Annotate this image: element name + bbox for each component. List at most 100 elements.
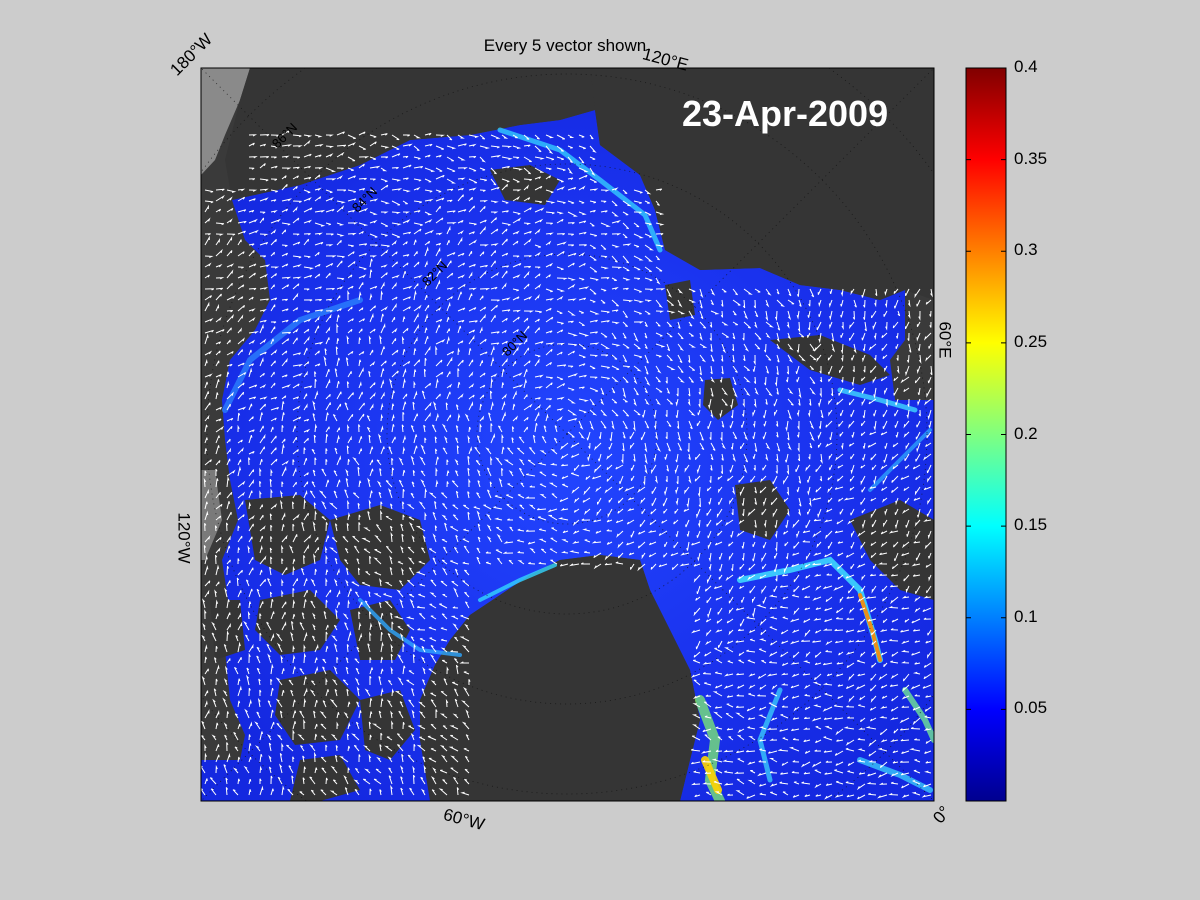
drift-vector xyxy=(849,607,855,614)
drift-vector xyxy=(560,453,569,460)
drift-vector xyxy=(881,497,888,503)
drift-vector xyxy=(358,253,367,257)
drift-vector xyxy=(292,416,302,422)
drift-vector xyxy=(545,252,553,257)
drift-vector xyxy=(780,683,789,686)
drift-vector xyxy=(598,453,602,462)
drift-vector xyxy=(390,784,393,796)
drift-vector xyxy=(347,198,357,202)
drift-vector xyxy=(345,357,349,367)
drift-vector xyxy=(325,196,334,202)
drift-vector xyxy=(313,434,317,444)
drift-vector xyxy=(714,791,723,796)
drift-vector xyxy=(578,145,586,150)
drift-vector xyxy=(501,400,506,411)
drift-vector xyxy=(639,519,646,527)
drift-vector xyxy=(686,541,690,551)
drift-vector xyxy=(834,628,844,632)
drift-vector xyxy=(435,467,438,477)
drift-vector xyxy=(538,538,547,543)
drift-vector xyxy=(791,629,800,634)
drift-vector xyxy=(765,310,769,322)
drift-vector xyxy=(846,662,855,669)
drift-vector xyxy=(292,459,295,465)
drift-vector xyxy=(925,354,932,362)
drift-vector xyxy=(314,723,318,730)
drift-vector xyxy=(468,134,480,138)
drift-vector xyxy=(501,357,508,367)
drift-vector xyxy=(336,308,342,312)
drift-vector xyxy=(494,517,503,521)
drift-vector xyxy=(412,654,416,664)
drift-vector xyxy=(303,219,313,224)
drift-vector xyxy=(732,332,736,340)
drift-vector xyxy=(846,596,855,599)
drift-vector xyxy=(336,255,345,259)
drift-vector xyxy=(391,413,395,422)
drift-vector xyxy=(837,574,844,580)
drift-vector xyxy=(281,742,284,752)
drift-vector xyxy=(653,409,657,420)
drift-vector xyxy=(347,261,356,268)
drift-vector xyxy=(413,380,416,389)
drift-vector xyxy=(467,491,470,499)
drift-vector xyxy=(595,530,602,534)
drift-vector xyxy=(578,297,587,301)
drift-vector xyxy=(578,231,587,235)
drift-vector xyxy=(877,794,888,799)
drift-vector xyxy=(237,535,243,543)
drift-vector xyxy=(915,431,921,440)
drift-vector xyxy=(627,508,635,512)
drift-vector xyxy=(930,288,933,298)
drift-vector xyxy=(226,269,234,279)
drift-vector xyxy=(567,187,577,191)
drift-vector xyxy=(787,299,795,305)
drift-vector xyxy=(827,398,833,406)
drift-vector xyxy=(809,376,816,385)
drift-vector xyxy=(776,288,780,295)
drift-vector xyxy=(457,167,468,170)
drift-vector xyxy=(248,272,256,279)
drift-vector xyxy=(356,558,360,565)
drift-vector xyxy=(501,411,506,422)
drift-vector xyxy=(884,288,888,296)
drift-vector xyxy=(890,781,899,785)
drift-vector xyxy=(201,788,206,796)
drift-vector xyxy=(453,587,459,598)
drift-vector xyxy=(655,475,658,484)
drift-vector xyxy=(644,453,648,465)
drift-vector xyxy=(292,666,296,675)
drift-vector xyxy=(818,420,822,429)
drift-vector xyxy=(606,529,613,532)
drift-vector xyxy=(882,618,888,624)
drift-vector xyxy=(312,469,316,477)
drift-vector xyxy=(589,145,597,153)
drift-vector xyxy=(764,343,767,353)
drift-vector xyxy=(534,423,538,433)
drift-vector xyxy=(451,480,459,488)
drift-vector xyxy=(270,663,274,675)
drift-vector xyxy=(402,348,406,356)
drift-vector xyxy=(292,425,296,433)
drift-vector xyxy=(849,321,855,330)
drift-vector xyxy=(924,541,932,550)
drift-vector xyxy=(881,486,888,492)
drift-vector xyxy=(325,167,337,173)
drift-vector xyxy=(270,536,273,543)
drift-vector xyxy=(913,769,921,774)
drift-vector xyxy=(276,642,283,653)
drift-vector xyxy=(440,754,448,763)
drift-vector xyxy=(644,200,650,204)
drift-vector xyxy=(311,481,316,488)
drift-vector xyxy=(622,387,627,399)
drift-vector xyxy=(438,788,448,796)
drift-vector xyxy=(926,431,932,439)
drift-vector xyxy=(686,530,690,537)
drift-vector xyxy=(616,530,624,538)
drift-vector xyxy=(455,425,459,433)
drift-vector xyxy=(400,776,404,785)
drift-vector xyxy=(578,200,585,204)
drift-vector xyxy=(743,321,751,329)
drift-vector xyxy=(267,578,272,587)
drift-vector xyxy=(556,167,566,172)
